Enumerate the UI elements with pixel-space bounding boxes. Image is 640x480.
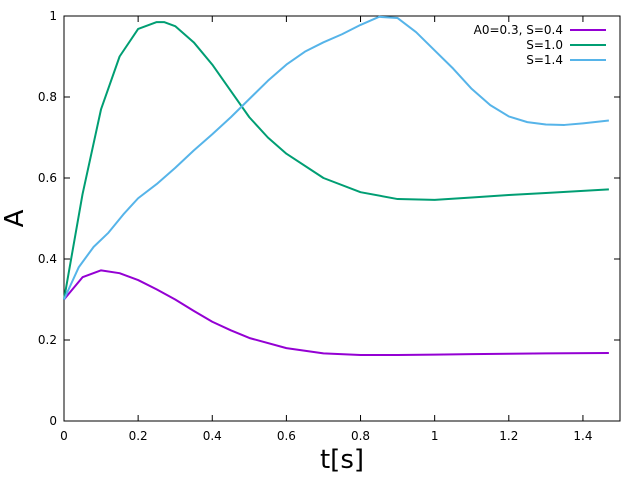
legend: A0=0.3, S=0.4S=1.0S=1.4 xyxy=(474,23,606,67)
y-tick-label: 0 xyxy=(49,414,57,428)
x-tick-label: 0.4 xyxy=(203,429,222,443)
x-tick-label: 1 xyxy=(431,429,439,443)
x-tick-label: 0.2 xyxy=(129,429,148,443)
series-layer xyxy=(63,15,609,356)
series-line-0 xyxy=(63,269,609,356)
series-line-1 xyxy=(63,21,609,300)
series-line-2 xyxy=(63,15,609,300)
legend-label-0: A0=0.3, S=0.4 xyxy=(474,23,563,37)
legend-label-1: S=1.0 xyxy=(526,38,563,52)
x-tick-label: 1.2 xyxy=(499,429,518,443)
x-tick-label: 0 xyxy=(60,429,68,443)
y-tick-label: 1 xyxy=(49,9,57,23)
x-tick-label: 0.6 xyxy=(277,429,296,443)
x-axis-title: t[s] xyxy=(320,445,364,475)
y-tick-label: 0.4 xyxy=(38,252,57,266)
y-axis-title: A xyxy=(0,209,30,227)
x-tick-label: 0.8 xyxy=(351,429,370,443)
y-tick-label: 0.2 xyxy=(38,333,57,347)
y-tick-label: 0.8 xyxy=(38,90,57,104)
plot-frame xyxy=(63,15,621,422)
axis-ticks: 0 0.2 0.4 0.6 0.8 1 1.2 1.4 0 0.2 0.4 0.6 0.8 1 xyxy=(38,9,620,443)
y-tick-label: 0.6 xyxy=(38,171,57,185)
legend-label-2: S=1.4 xyxy=(526,53,563,67)
x-tick-label: 1.4 xyxy=(573,429,592,443)
